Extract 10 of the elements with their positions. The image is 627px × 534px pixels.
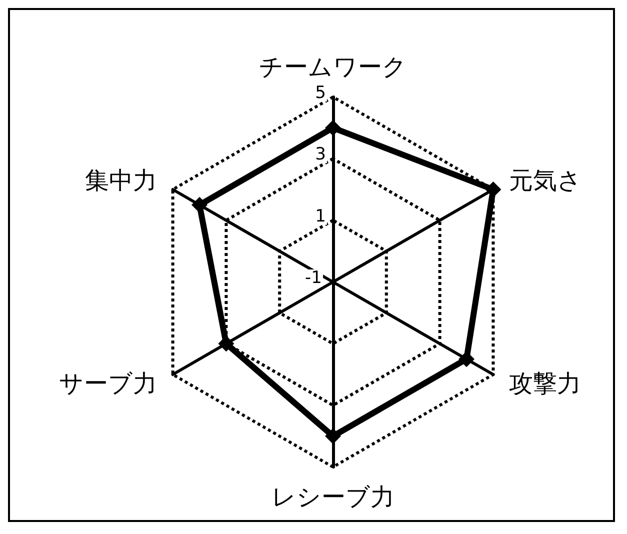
spoke-label: 集中力 [85,166,158,194]
spoke-label: レシーブ力 [272,483,394,511]
y-tick-label: 1 [315,206,326,226]
spoke-label: 攻撃力 [508,370,581,398]
spoke-label: サーブ力 [59,370,158,398]
spoke-label: チームワーク [259,53,407,81]
y-tick-label: 5 [315,83,326,103]
y-tick-label: 3 [315,144,326,165]
spoke-label: 元気さ [508,166,582,194]
y-tick-label: -1 [305,268,322,288]
